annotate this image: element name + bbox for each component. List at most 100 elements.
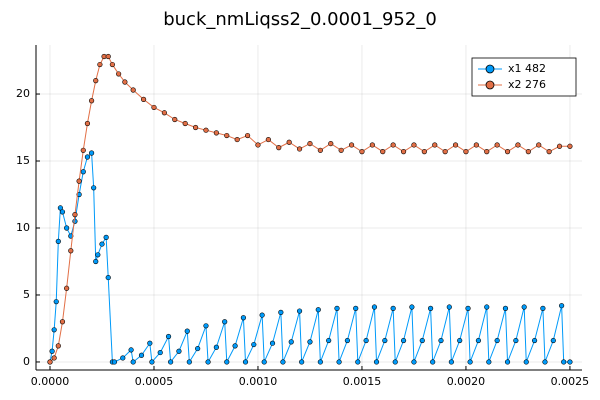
x-tick-label: 0.0000	[31, 375, 70, 388]
data-point	[182, 120, 188, 127]
data-point	[195, 345, 201, 352]
data-point	[232, 343, 238, 349]
data-point	[494, 337, 500, 344]
data-point	[269, 340, 276, 346]
data-point	[64, 285, 70, 291]
data-point	[400, 337, 407, 344]
data-point	[475, 337, 482, 344]
data-point	[51, 355, 57, 361]
data-point	[122, 79, 128, 85]
data-point	[486, 359, 492, 365]
data-point	[276, 145, 282, 151]
chart-title: buck_nmLiqss2_0.0001_952_0	[163, 9, 437, 30]
data-point	[251, 341, 257, 348]
data-point	[68, 248, 74, 254]
data-point	[116, 71, 122, 77]
data-point	[432, 142, 438, 148]
data-point	[261, 359, 267, 365]
data-point	[286, 139, 292, 145]
data-point	[203, 323, 209, 329]
data-point	[542, 359, 548, 365]
data-point	[348, 142, 355, 148]
data-point	[344, 337, 351, 344]
data-point	[213, 344, 219, 350]
data-point	[411, 142, 417, 148]
data-point	[567, 359, 573, 365]
data-point	[307, 339, 313, 345]
data-point	[192, 124, 199, 131]
data-point	[531, 337, 538, 344]
data-point	[525, 149, 531, 155]
legend-box	[471, 57, 577, 97]
data-point	[494, 142, 500, 148]
data-point	[242, 359, 249, 365]
data-point	[504, 149, 511, 155]
data-point	[465, 305, 471, 311]
data-point	[328, 140, 334, 147]
data-point	[120, 355, 126, 361]
data-point	[234, 136, 240, 143]
data-point	[88, 98, 95, 104]
data-point	[147, 340, 153, 346]
data-point	[172, 116, 178, 123]
data-point	[203, 127, 209, 133]
y-tick-label: 5	[23, 288, 30, 301]
data-point	[84, 120, 91, 127]
data-point	[161, 110, 167, 116]
data-point	[540, 305, 546, 311]
data-point	[484, 149, 490, 155]
data-point	[76, 178, 82, 184]
data-point	[448, 359, 454, 365]
data-point	[336, 359, 342, 365]
data-point	[184, 328, 190, 334]
data-point	[176, 348, 182, 354]
data-point	[446, 304, 452, 310]
data-point	[91, 185, 97, 191]
data-point	[369, 142, 375, 148]
data-point	[317, 359, 323, 365]
data-point	[536, 142, 542, 148]
legend-label: x2 276	[508, 78, 546, 91]
data-point	[168, 359, 174, 365]
data-point	[419, 337, 425, 344]
data-point	[88, 150, 95, 156]
data-point	[430, 359, 436, 365]
data-point	[97, 61, 103, 68]
data-point	[390, 305, 396, 311]
y-tick-label: 10	[16, 221, 30, 234]
legend-label: x1 482	[508, 62, 546, 75]
data-point	[149, 359, 155, 365]
data-point	[390, 142, 396, 148]
data-point	[84, 154, 91, 160]
data-point	[280, 359, 286, 365]
data-point	[51, 327, 57, 333]
x-tick-label: 0.0015	[343, 375, 382, 388]
data-point	[55, 343, 61, 349]
data-point	[259, 312, 265, 318]
data-point	[213, 130, 219, 136]
data-point	[128, 347, 134, 353]
legend-marker	[485, 80, 495, 90]
data-point	[109, 61, 115, 68]
data-point	[307, 140, 313, 147]
data-point	[409, 304, 415, 310]
data-point	[186, 359, 192, 365]
data-point	[288, 339, 294, 345]
y-tick-label: 15	[16, 154, 30, 167]
data-point	[151, 104, 157, 111]
data-point	[138, 352, 145, 358]
data-point	[521, 304, 527, 310]
data-point	[473, 142, 479, 148]
data-point	[392, 359, 398, 365]
data-point	[315, 307, 321, 313]
data-point	[559, 303, 565, 309]
data-point	[467, 359, 473, 365]
data-point	[49, 348, 55, 354]
data-point	[380, 149, 386, 155]
data-point	[111, 359, 118, 365]
y-tick-label: 0	[23, 355, 30, 368]
data-point	[244, 132, 251, 139]
data-point	[567, 143, 573, 149]
data-point	[72, 218, 78, 224]
data-point	[103, 234, 109, 240]
